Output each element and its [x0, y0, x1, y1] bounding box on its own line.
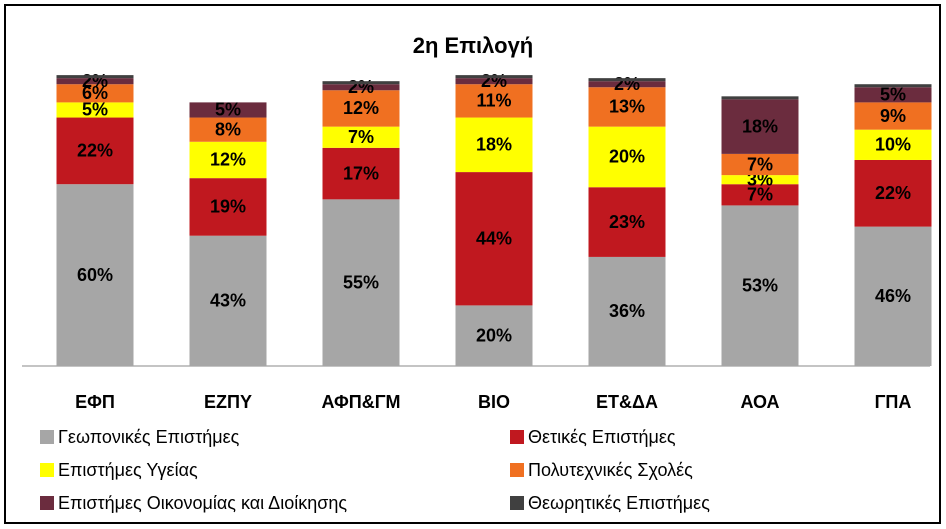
bar-segment — [721, 153, 799, 176]
bar-segment — [189, 102, 267, 118]
data-label: 17% — [343, 163, 379, 183]
bar-segment — [588, 256, 666, 366]
legend-label: Θετικές Επιστήμες — [528, 427, 676, 447]
bar-segment — [854, 102, 932, 130]
bar-segment — [588, 126, 666, 188]
data-label: 2% — [614, 74, 640, 94]
bar-segment — [56, 84, 134, 103]
legend-swatch — [510, 496, 524, 510]
data-label: 7% — [747, 154, 773, 174]
data-label: 18% — [742, 116, 778, 136]
legend-label: Επιστήμες Υγείας — [58, 460, 198, 480]
data-label: 11% — [476, 91, 511, 111]
legend-swatch — [510, 430, 524, 444]
x-tick-label: ΑΦΠ&ΓΜ — [321, 392, 400, 412]
data-label: 6% — [82, 83, 108, 103]
data-label: 18% — [476, 135, 512, 155]
bar-segment — [189, 235, 267, 366]
bar-segment — [322, 126, 400, 148]
bar-segment — [721, 205, 799, 366]
bar-segment — [56, 117, 134, 185]
legend-swatch — [40, 430, 54, 444]
data-label: 7% — [348, 127, 374, 147]
data-label: 9% — [880, 106, 906, 126]
legend-label: Πολυτεχνικές Σχολές — [528, 460, 693, 480]
bar-segment — [322, 81, 400, 85]
data-label: 5% — [82, 100, 108, 120]
data-label: 2% — [348, 77, 374, 97]
bar-segment — [721, 99, 799, 154]
data-label: 8% — [215, 119, 241, 139]
legend-swatch — [510, 463, 524, 477]
bar-segment — [455, 75, 533, 79]
data-label: 43% — [210, 291, 246, 311]
bar-segment — [455, 78, 533, 85]
bar-segment — [721, 96, 799, 100]
x-tick-label: ΑΟΑ — [740, 392, 779, 412]
bar-segment — [721, 184, 799, 206]
data-label: 23% — [609, 212, 645, 232]
legend-label: Θεωρητικές Επιστήμες — [528, 493, 710, 513]
bar-segment — [854, 159, 932, 227]
data-label: 2% — [82, 71, 108, 91]
data-label: 36% — [609, 301, 645, 321]
data-label: 20% — [609, 147, 645, 167]
data-label: 5% — [880, 85, 906, 105]
bar-segment — [189, 141, 267, 179]
legend-swatch — [40, 496, 54, 510]
legend-swatch — [40, 463, 54, 477]
data-label: 10% — [875, 135, 911, 155]
data-label: 20% — [476, 325, 512, 345]
bar-segment — [189, 117, 267, 142]
legend-label: Επιστήμες Οικονομίας και Διοίκησης — [58, 493, 347, 513]
x-tick-label: ΓΠΑ — [875, 392, 912, 412]
data-label: 13% — [609, 97, 645, 117]
x-tick-label: ΕΤ&ΔΑ — [596, 392, 658, 412]
data-label: 22% — [77, 141, 113, 161]
bar-segment — [322, 199, 400, 366]
bar-segment — [56, 102, 134, 118]
bar-segment — [56, 78, 134, 85]
data-label: 5% — [215, 100, 241, 120]
bar-segment — [455, 84, 533, 118]
data-label: 55% — [343, 272, 379, 292]
bar-segment — [455, 117, 533, 173]
data-label: 2% — [481, 71, 507, 91]
bar-segment — [588, 187, 666, 257]
x-tick-label: ΕΦΠ — [75, 392, 115, 412]
bar-segment — [588, 87, 666, 127]
data-label: 12% — [210, 150, 246, 170]
data-label: 60% — [77, 265, 113, 285]
bar-segment — [455, 305, 533, 366]
legend-label: Γεωπονικές Επιστήμες — [58, 427, 240, 447]
bar-segment — [56, 184, 134, 366]
bar-segment — [854, 87, 932, 103]
bar-segment — [455, 172, 533, 306]
bar-segment — [854, 84, 932, 88]
data-label: 22% — [875, 183, 911, 203]
data-label: 53% — [742, 275, 778, 295]
data-label: 19% — [210, 197, 246, 217]
bar-segment — [322, 90, 400, 127]
data-label: 44% — [476, 228, 512, 248]
bar-segment — [322, 147, 400, 200]
x-tick-label: ΒΙΟ — [478, 392, 510, 412]
bar-segment — [854, 226, 932, 366]
data-label: 12% — [343, 98, 379, 118]
bar-segment — [854, 129, 932, 160]
bar-segment — [189, 178, 267, 236]
chart-title: 2η Επιλογή — [413, 33, 534, 58]
bar-segment — [588, 81, 666, 88]
bar-segment — [322, 84, 400, 91]
x-tick-label: ΕΖΠΥ — [204, 392, 252, 412]
data-label: 46% — [875, 286, 911, 306]
data-label: 7% — [747, 185, 773, 205]
bar-segment — [588, 78, 666, 82]
bar-segment — [721, 175, 799, 185]
bar-segment — [56, 75, 134, 79]
